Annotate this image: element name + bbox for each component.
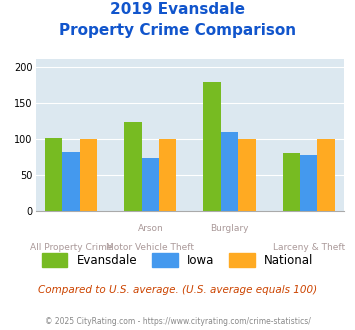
Bar bbox=[80, 139, 97, 211]
Bar bbox=[203, 82, 221, 211]
Bar bbox=[300, 155, 317, 211]
Bar bbox=[283, 153, 300, 211]
Text: Burglary: Burglary bbox=[210, 224, 249, 233]
Text: © 2025 CityRating.com - https://www.cityrating.com/crime-statistics/: © 2025 CityRating.com - https://www.city… bbox=[45, 317, 310, 326]
Bar bbox=[221, 132, 238, 211]
Text: 2019 Evansdale: 2019 Evansdale bbox=[110, 2, 245, 16]
Legend: Evansdale, Iowa, National: Evansdale, Iowa, National bbox=[37, 248, 318, 272]
Text: Larceny & Theft: Larceny & Theft bbox=[273, 243, 345, 251]
Bar bbox=[317, 139, 335, 211]
Bar bbox=[238, 139, 256, 211]
Text: All Property Crime: All Property Crime bbox=[30, 243, 113, 251]
Bar bbox=[142, 158, 159, 211]
Bar bbox=[62, 152, 80, 211]
Text: Motor Vehicle Theft: Motor Vehicle Theft bbox=[106, 243, 194, 251]
Bar bbox=[124, 121, 142, 211]
Text: Property Crime Comparison: Property Crime Comparison bbox=[59, 23, 296, 38]
Bar bbox=[159, 139, 176, 211]
Bar bbox=[45, 138, 62, 211]
Text: Arson: Arson bbox=[137, 224, 163, 233]
Text: Compared to U.S. average. (U.S. average equals 100): Compared to U.S. average. (U.S. average … bbox=[38, 285, 317, 295]
